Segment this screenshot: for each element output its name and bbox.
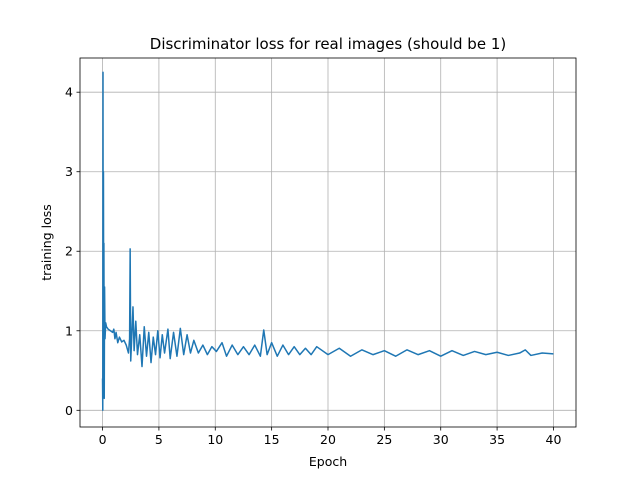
y-tick-label: 0 bbox=[65, 403, 73, 418]
x-axis-title: Epoch bbox=[309, 454, 347, 469]
x-tick-label: 30 bbox=[433, 432, 449, 447]
x-tick-label: 35 bbox=[489, 432, 505, 447]
x-tick-label: 25 bbox=[376, 432, 392, 447]
y-tick-label: 3 bbox=[65, 164, 73, 179]
x-tick-label: 0 bbox=[99, 432, 107, 447]
chart-title: Discriminator loss for real images (shou… bbox=[150, 35, 506, 53]
y-axis-title: training loss bbox=[39, 204, 54, 281]
x-tick-label: 40 bbox=[546, 432, 562, 447]
y-tick-label: 2 bbox=[65, 244, 73, 259]
y-axis: 0 1 2 3 4 bbox=[65, 85, 80, 418]
loss-line bbox=[101, 71, 554, 412]
y-tick-label: 1 bbox=[65, 323, 73, 338]
x-tick-label: 10 bbox=[207, 432, 223, 447]
x-tick-label: 15 bbox=[264, 432, 280, 447]
y-tick-label: 4 bbox=[65, 85, 73, 100]
x-axis: 0 5 10 15 20 25 30 35 40 bbox=[99, 427, 562, 447]
series-layer bbox=[101, 71, 554, 412]
x-tick-label: 5 bbox=[155, 432, 163, 447]
x-tick-label: 20 bbox=[320, 432, 336, 447]
grid bbox=[80, 58, 576, 427]
